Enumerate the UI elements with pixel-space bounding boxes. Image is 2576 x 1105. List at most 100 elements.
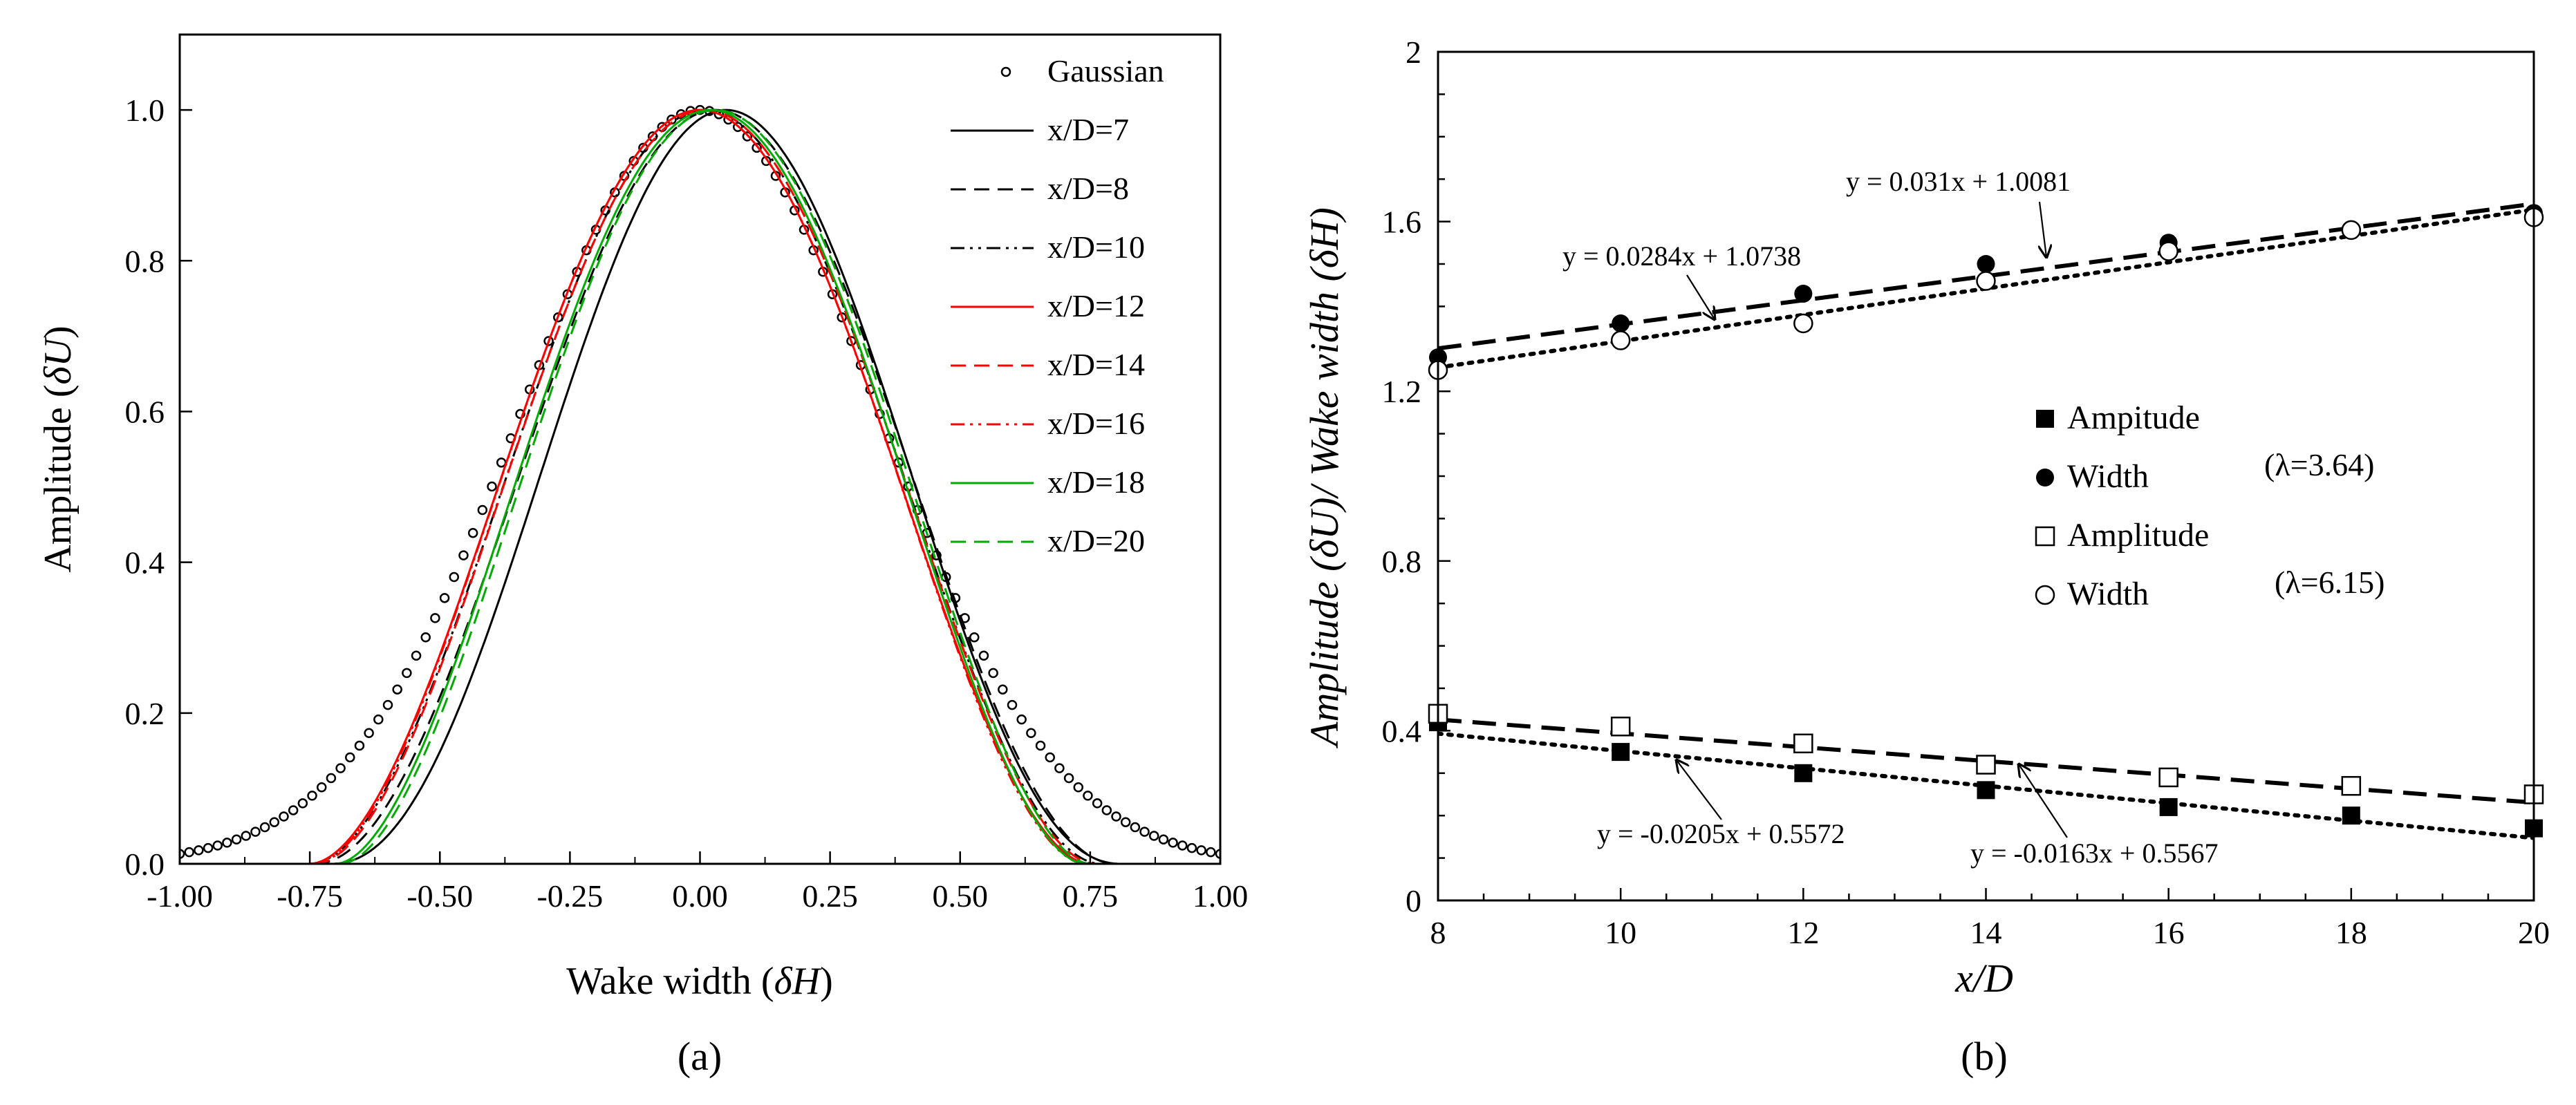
panel-b-points	[1428, 204, 2544, 838]
point-series-0	[2342, 806, 2360, 825]
gaussian-marker	[203, 842, 214, 853]
legend-marker-2	[2035, 526, 2055, 547]
x-tick-label: 0.50	[933, 878, 989, 914]
equation-arrow-2	[1677, 760, 1722, 820]
gaussian-marker	[1177, 840, 1188, 851]
gaussian-marker	[382, 699, 393, 710]
point-series-1	[1612, 314, 1630, 332]
gaussian-marker	[458, 550, 469, 560]
point-series-0	[1977, 781, 1995, 800]
gaussian-marker	[335, 763, 346, 773]
gaussian-marker	[1139, 827, 1150, 837]
gaussian-marker	[978, 650, 989, 661]
equation-arrow-3	[2019, 764, 2068, 838]
point-series-2	[2341, 775, 2362, 796]
point-series-3	[1793, 313, 1813, 334]
gaussian-marker	[1196, 845, 1206, 856]
legend-label-8: x/D=20	[1047, 523, 1145, 558]
y-tick-label: 0.4	[1382, 713, 1422, 748]
series-line-8	[341, 108, 1091, 864]
point-series-2	[1610, 717, 1631, 737]
gaussian-marker	[420, 632, 431, 643]
gaussian-marker	[194, 845, 204, 856]
series-line-2	[315, 108, 1117, 864]
gaussian-marker	[998, 684, 1008, 695]
y-tick-label: 0.8	[125, 243, 165, 278]
x-tick-label: 14	[1970, 915, 2002, 950]
panel-b-x-axis-label: x/D	[1954, 956, 2013, 1001]
gaussian-marker	[345, 752, 355, 763]
gaussian-marker	[1158, 834, 1169, 845]
panel-b-trendlines	[1438, 201, 2534, 840]
x-tick-label: 16	[2153, 915, 2185, 950]
legend-label-5: x/D=14	[1047, 347, 1145, 382]
y-tick-label: 0.2	[125, 696, 165, 731]
gaussian-marker	[1063, 773, 1074, 784]
chart-panel-b: 8 10 12 14 16 18 20 0 0.4 0.8 1.2 1.6 2 Ampitude Widt…	[1302, 35, 2550, 1079]
panel-b-trendline-equations: y = 0.031x + 1.0081 y = 0.0284x + 1.0738 y…	[1562, 166, 2218, 869]
x-tick-label: -0.50	[407, 878, 473, 914]
legend-label-0: Ampitude	[2067, 399, 2200, 436]
chart-panel-a: -1.00 -0.75 -0.50 -0.25 0.00 0.25 0.50 0.75 1.00…	[37, 33, 1249, 1079]
gaussian-marker	[1186, 842, 1197, 853]
series-line-1	[330, 108, 1122, 864]
gaussian-marker	[1045, 752, 1055, 763]
panel-a-series	[180, 104, 1220, 864]
gaussian-marker	[732, 122, 743, 133]
group-label-0: (λ=3.64)	[2264, 447, 2374, 482]
x-tick-label: 0.75	[1063, 878, 1119, 914]
gaussian-marker	[288, 805, 299, 815]
trendline-equation-1: y = 0.0284x + 1.0738	[1562, 240, 1801, 272]
gaussian-marker	[354, 740, 365, 751]
trendline-equation-0: y = 0.031x + 1.0081	[1846, 166, 2071, 197]
point-series-3	[1976, 271, 1996, 291]
gaussian-marker	[439, 593, 450, 603]
gaussian-marker	[837, 312, 847, 323]
point-series-3	[2158, 241, 2178, 261]
gaussian-marker	[1035, 740, 1046, 751]
gaussian-marker	[180, 849, 185, 859]
y-tick-label: 1.2	[1382, 374, 1422, 409]
equation-arrow-0	[2040, 201, 2046, 257]
x-tick-label: 8	[1430, 915, 1446, 950]
panel-a-plot-frame	[178, 33, 1222, 865]
gaussian-marker	[752, 142, 762, 153]
gaussian-marker	[402, 668, 412, 679]
gaussian-marker	[1215, 849, 1220, 859]
point-series-2	[1793, 733, 1813, 754]
panel-a-ticks: -1.00 -0.75 -0.50 -0.25 0.00 0.25 0.50 0.75 1.00…	[125, 93, 1249, 914]
gaussian-marker	[1083, 791, 1093, 801]
y-tick-label: 0.0	[125, 847, 165, 882]
series-line-3	[309, 108, 1101, 864]
gaussian-marker	[250, 827, 261, 837]
gaussian-marker	[988, 668, 998, 679]
gaussian-marker	[364, 728, 374, 738]
gaussian-marker	[241, 831, 252, 841]
legend-label-7: x/D=18	[1047, 464, 1145, 500]
y-tick-label: 2	[1406, 35, 1421, 70]
point-series-0	[2159, 797, 2178, 816]
panel-a-label: (a)	[678, 1034, 722, 1079]
series-line-6	[315, 108, 1085, 864]
gaussian-marker	[231, 834, 242, 845]
gaussian-marker	[316, 782, 327, 793]
legend-label-3: x/D=10	[1047, 229, 1145, 265]
panel-a-legend: Gaussian x/D=7 x/D=8 x/D=10 x/D=12 x/D=14 x/D=…	[951, 53, 1164, 558]
legend-label-3: Width	[2067, 576, 2149, 612]
gaussian-marker	[1016, 714, 1027, 725]
gaussian-marker	[1092, 798, 1103, 809]
series-line-5	[315, 108, 1096, 864]
x-tick-label: 20	[2518, 915, 2550, 950]
point-series-1	[1794, 284, 1813, 303]
gaussian-marker	[875, 408, 885, 419]
gaussian-marker	[449, 572, 460, 583]
gaussian-marker	[1206, 847, 1216, 858]
gaussian-marker	[1168, 838, 1178, 848]
gaussian-marker	[279, 811, 289, 822]
x-tick-label: 10	[1605, 915, 1636, 950]
gaussian-marker	[373, 714, 384, 725]
gaussian-marker	[184, 847, 194, 858]
gaussian-marker	[326, 773, 337, 784]
legend-marker-0	[2036, 410, 2054, 428]
